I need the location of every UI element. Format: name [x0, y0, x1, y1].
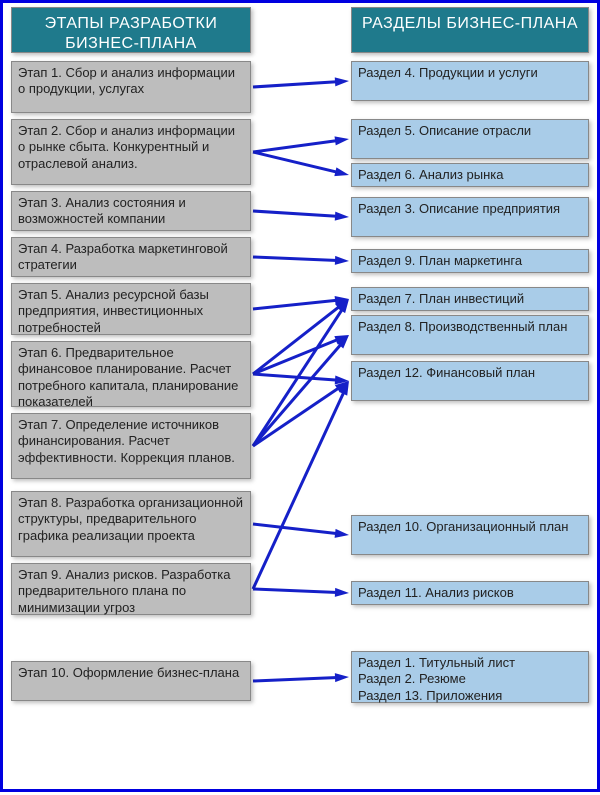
arrow-head-icon	[339, 381, 349, 396]
stage-box-s9: Этап 9. Анализ рисков. Разработка предва…	[11, 563, 251, 615]
header-sections: РАЗДЕЛЫ БИЗНЕС-ПЛАНА	[351, 7, 589, 53]
stage-box-s8: Этап 8. Разработка организационной струк…	[11, 491, 251, 557]
section-box-r8: Раздел 8. Производственный план	[351, 315, 589, 355]
arrow-line	[253, 300, 341, 309]
arrow-head-icon	[335, 529, 349, 538]
arrow-head-icon	[335, 381, 349, 393]
section-box-r9: Раздел 9. План маркетинга	[351, 249, 589, 273]
section-box-r11: Раздел 11. Анализ рисков	[351, 581, 589, 605]
arrow-head-icon	[335, 588, 349, 597]
stage-box-s5: Этап 5. Анализ ресурсной базы предприяти…	[11, 283, 251, 335]
section-box-r4: Раздел 4. Продукции и услуги	[351, 61, 589, 101]
stage-box-s3: Этап 3. Анализ состояния и возможностей …	[11, 191, 251, 231]
arrow-head-icon	[334, 167, 349, 176]
stage-box-s1: Этап 1. Сбор и анализ информации о проду…	[11, 61, 251, 113]
section-box-r5: Раздел 5. Описание отрасли	[351, 119, 589, 159]
stage-box-s10: Этап 10. Оформление бизнес-плана	[11, 661, 251, 701]
arrow-line	[253, 386, 342, 446]
arrow-head-icon	[335, 77, 349, 86]
arrow-line	[253, 211, 341, 216]
section-box-r3: Раздел 3. Описание предприятия	[351, 197, 589, 237]
arrow-head-icon	[338, 299, 349, 313]
stage-box-s4: Этап 4. Разработка маркетинговой стратег…	[11, 237, 251, 277]
arrow-head-icon	[335, 673, 349, 682]
arrow-line	[253, 338, 341, 374]
arrow-line	[253, 140, 341, 152]
arrow-head-icon	[335, 375, 349, 384]
arrow-line	[253, 374, 341, 380]
stage-box-s6: Этап 6. Предварительное финансовое плани…	[11, 341, 251, 407]
arrow-line	[253, 589, 341, 593]
arrow-head-icon	[335, 299, 349, 311]
arrow-head-icon	[335, 296, 349, 305]
arrow-head-icon	[335, 136, 349, 145]
section-box-r10: Раздел 10. Организационный план	[351, 515, 589, 555]
section-box-r12: Раздел 12. Финансовый план	[351, 361, 589, 401]
section-box-rF: Раздел 1. Титульный лист Раздел 2. Резюм…	[351, 651, 589, 703]
arrow-head-icon	[334, 335, 349, 344]
arrow-line	[253, 306, 344, 446]
arrow-head-icon	[336, 335, 349, 349]
diagram-canvas: ЭТАПЫ РАЗРАБОТКИ БИЗНЕС-ПЛАНА РАЗДЕЛЫ БИ…	[0, 0, 600, 792]
arrow-line	[253, 152, 341, 173]
section-box-r6: Раздел 6. Анализ рынка	[351, 163, 589, 187]
arrow-line	[253, 677, 341, 681]
arrow-line	[253, 257, 341, 261]
arrow-line	[253, 524, 341, 534]
arrow-head-icon	[335, 256, 349, 265]
section-box-r7: Раздел 7. План инвестиций	[351, 287, 589, 311]
arrow-line	[253, 341, 344, 446]
header-stages: ЭТАПЫ РАЗРАБОТКИ БИЗНЕС-ПЛАНА	[11, 7, 251, 53]
arrow-line	[253, 389, 345, 589]
arrow-line	[253, 304, 342, 374]
arrow-head-icon	[335, 212, 349, 221]
arrow-line	[253, 82, 341, 87]
stage-box-s2: Этап 2. Сбор и анализ информации о рынке…	[11, 119, 251, 185]
stage-box-s7: Этап 7. Определение источников финансиро…	[11, 413, 251, 479]
